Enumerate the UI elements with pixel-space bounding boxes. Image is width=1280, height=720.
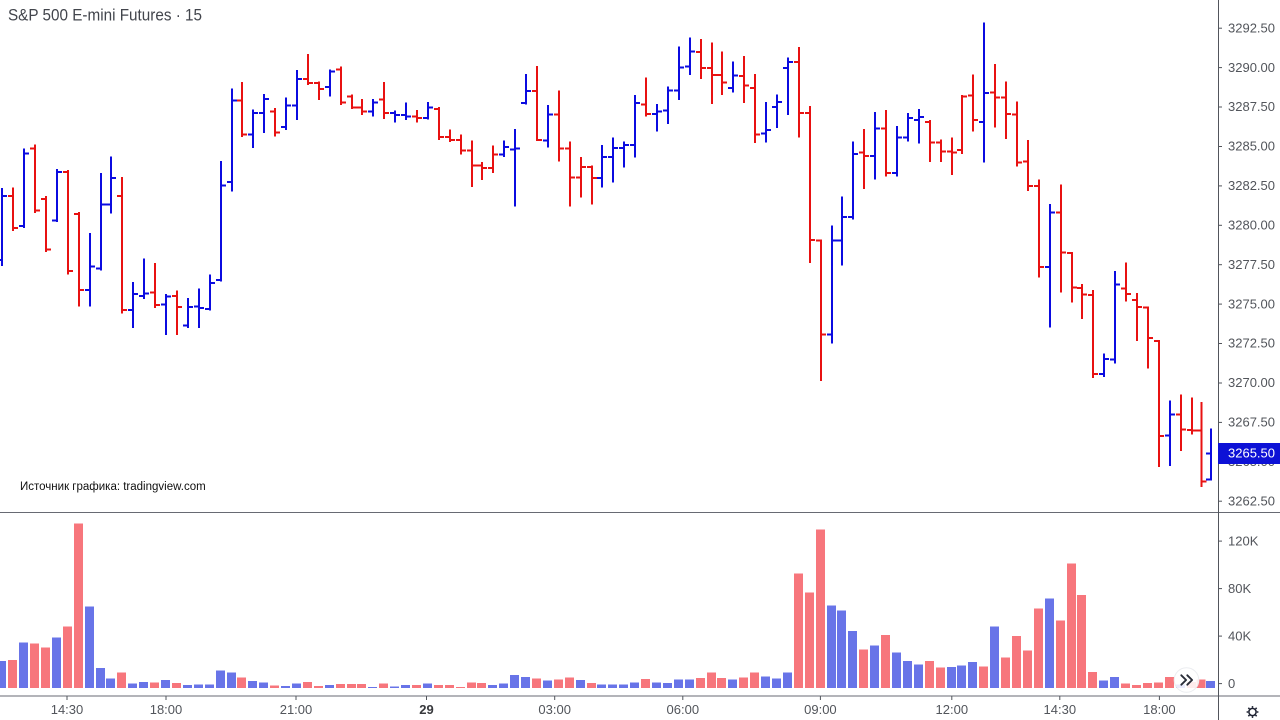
svg-text:3270.00: 3270.00 <box>1228 375 1275 390</box>
svg-text:3285.00: 3285.00 <box>1228 139 1275 154</box>
svg-text:3275.00: 3275.00 <box>1228 296 1275 311</box>
svg-text:21:00: 21:00 <box>280 702 313 717</box>
svg-text:14:30: 14:30 <box>51 702 84 717</box>
svg-text:3290.00: 3290.00 <box>1228 60 1275 75</box>
svg-text:Источник графика: tradingview.: Источник графика: tradingview.com <box>20 481 206 493</box>
svg-text:3265.50: 3265.50 <box>1228 446 1275 461</box>
svg-text:18:00: 18:00 <box>1143 702 1176 717</box>
svg-text:3262.50: 3262.50 <box>1228 493 1275 508</box>
svg-text:3282.50: 3282.50 <box>1228 178 1275 193</box>
svg-text:40K: 40K <box>1228 628 1251 643</box>
svg-text:3272.50: 3272.50 <box>1228 336 1275 351</box>
svg-text:3277.50: 3277.50 <box>1228 257 1275 272</box>
svg-text:120K: 120K <box>1228 533 1259 548</box>
svg-text:3287.50: 3287.50 <box>1228 99 1275 114</box>
svg-text:29: 29 <box>419 702 433 717</box>
svg-text:06:00: 06:00 <box>667 702 700 717</box>
svg-text:09:00: 09:00 <box>804 702 837 717</box>
svg-text:03:00: 03:00 <box>538 702 571 717</box>
svg-text:14:30: 14:30 <box>1044 702 1077 717</box>
svg-text:S&P 500 E-mini Futures · 15: S&P 500 E-mini Futures · 15 <box>8 6 202 25</box>
svg-text:3267.50: 3267.50 <box>1228 415 1275 430</box>
svg-text:3292.50: 3292.50 <box>1228 20 1275 35</box>
svg-text:0: 0 <box>1228 676 1235 691</box>
svg-text:80K: 80K <box>1228 581 1251 596</box>
svg-text:12:00: 12:00 <box>936 702 969 717</box>
svg-text:18:00: 18:00 <box>150 702 183 717</box>
svg-text:3280.00: 3280.00 <box>1228 218 1275 233</box>
